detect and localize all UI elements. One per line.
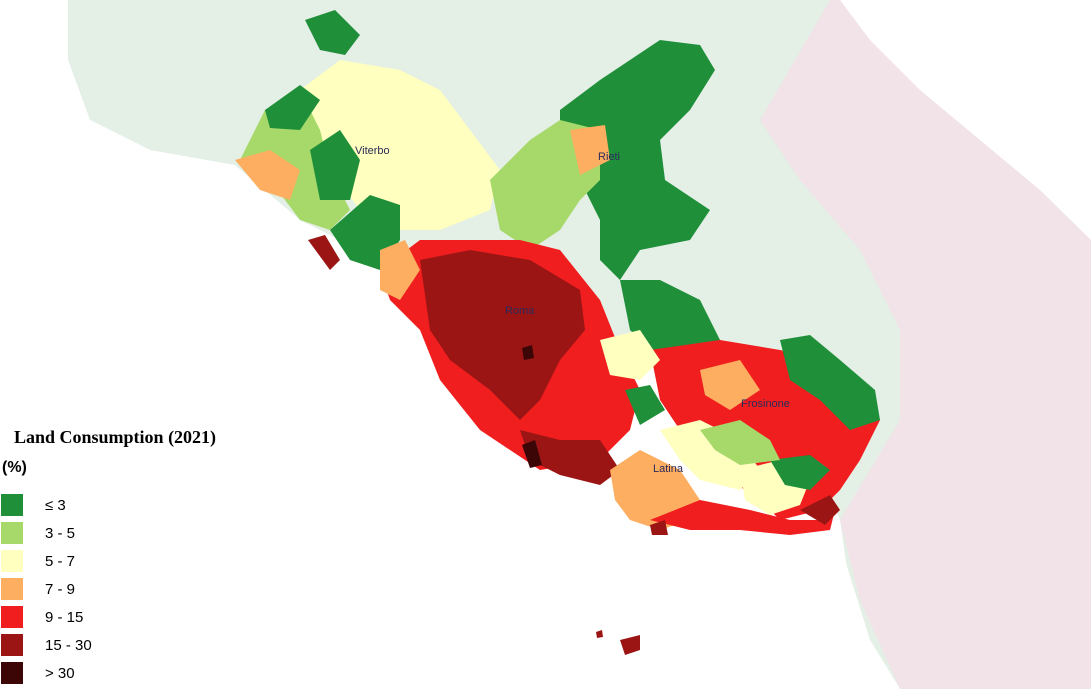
map-legend: Land Consumption (2021) (%) ≤ 3 3 - 5 5 - …	[0, 424, 260, 687]
legend-swatch	[1, 494, 23, 516]
city-label-frosinone: Frosinone	[741, 398, 790, 410]
legend-items: ≤ 3 3 - 5 5 - 7 7 - 9 9 - 15 15 - 30 > 30	[0, 491, 260, 687]
legend-label: 9 - 15	[45, 608, 84, 626]
region-east-lightgreen	[700, 420, 780, 465]
legend-swatch	[1, 634, 23, 656]
surrounding-land-east	[760, 0, 1091, 689]
legend-label: 7 - 9	[45, 580, 76, 598]
region-southeast-darkred	[800, 495, 840, 525]
legend-label: > 30	[45, 664, 75, 682]
legend-label: 15 - 30	[45, 636, 92, 654]
region-orange-west	[380, 240, 420, 300]
city-label-latina: Latina	[653, 463, 684, 475]
region-roma-darkred	[420, 250, 585, 420]
region-frosinone-green	[780, 335, 880, 430]
legend-title: Land Consumption (2021)	[14, 427, 217, 447]
region-roma-center-darkest	[522, 345, 534, 360]
region-southeast-green	[770, 455, 830, 490]
island	[596, 630, 603, 638]
region-orange-north	[570, 125, 610, 175]
region-top-green	[305, 10, 360, 55]
legend-swatch	[1, 662, 23, 684]
legend-item: 9 - 15	[0, 603, 260, 631]
legend-item: 15 - 30	[0, 631, 260, 659]
region-viterbo-green	[310, 130, 360, 200]
legend-swatch	[1, 522, 23, 544]
adriatic-sea	[840, 0, 1091, 240]
region-northwest-coast-darkred	[308, 235, 340, 270]
legend-item: 7 - 9	[0, 575, 260, 603]
region-fiumicino-darkest	[522, 440, 542, 468]
legend-item: > 30	[0, 659, 260, 687]
region-south-red	[650, 500, 835, 535]
region-northwest-orange	[235, 150, 300, 200]
region-central-yellow	[600, 330, 660, 380]
legend-label: 3 - 5	[45, 524, 76, 542]
region-central-orange	[700, 360, 760, 410]
legend-swatch	[1, 550, 23, 572]
legend-item: 3 - 5	[0, 519, 260, 547]
city-label-rieti: Rieti	[598, 151, 620, 163]
legend-swatch	[1, 606, 23, 628]
legend-item: 5 - 7	[0, 547, 260, 575]
region-northwest-green	[265, 85, 320, 130]
legend-item: ≤ 3	[0, 491, 260, 519]
city-label-roma: Roma	[505, 305, 535, 317]
lazio-region	[235, 10, 880, 535]
region-central-lightgreen	[490, 120, 600, 250]
coast-sea	[0, 0, 900, 689]
city-label-viterbo: Viterbo	[355, 145, 390, 157]
region-southcoast-darkred	[650, 520, 668, 535]
legend-label: 5 - 7	[45, 552, 76, 570]
region-central-green2	[625, 385, 665, 425]
legend-unit: (%)	[2, 459, 27, 476]
region-rieti-green	[560, 40, 715, 280]
legend-label: ≤ 3	[45, 496, 66, 514]
legend-swatch	[1, 578, 23, 600]
region-coast-darkred	[520, 430, 620, 485]
island	[620, 635, 640, 655]
